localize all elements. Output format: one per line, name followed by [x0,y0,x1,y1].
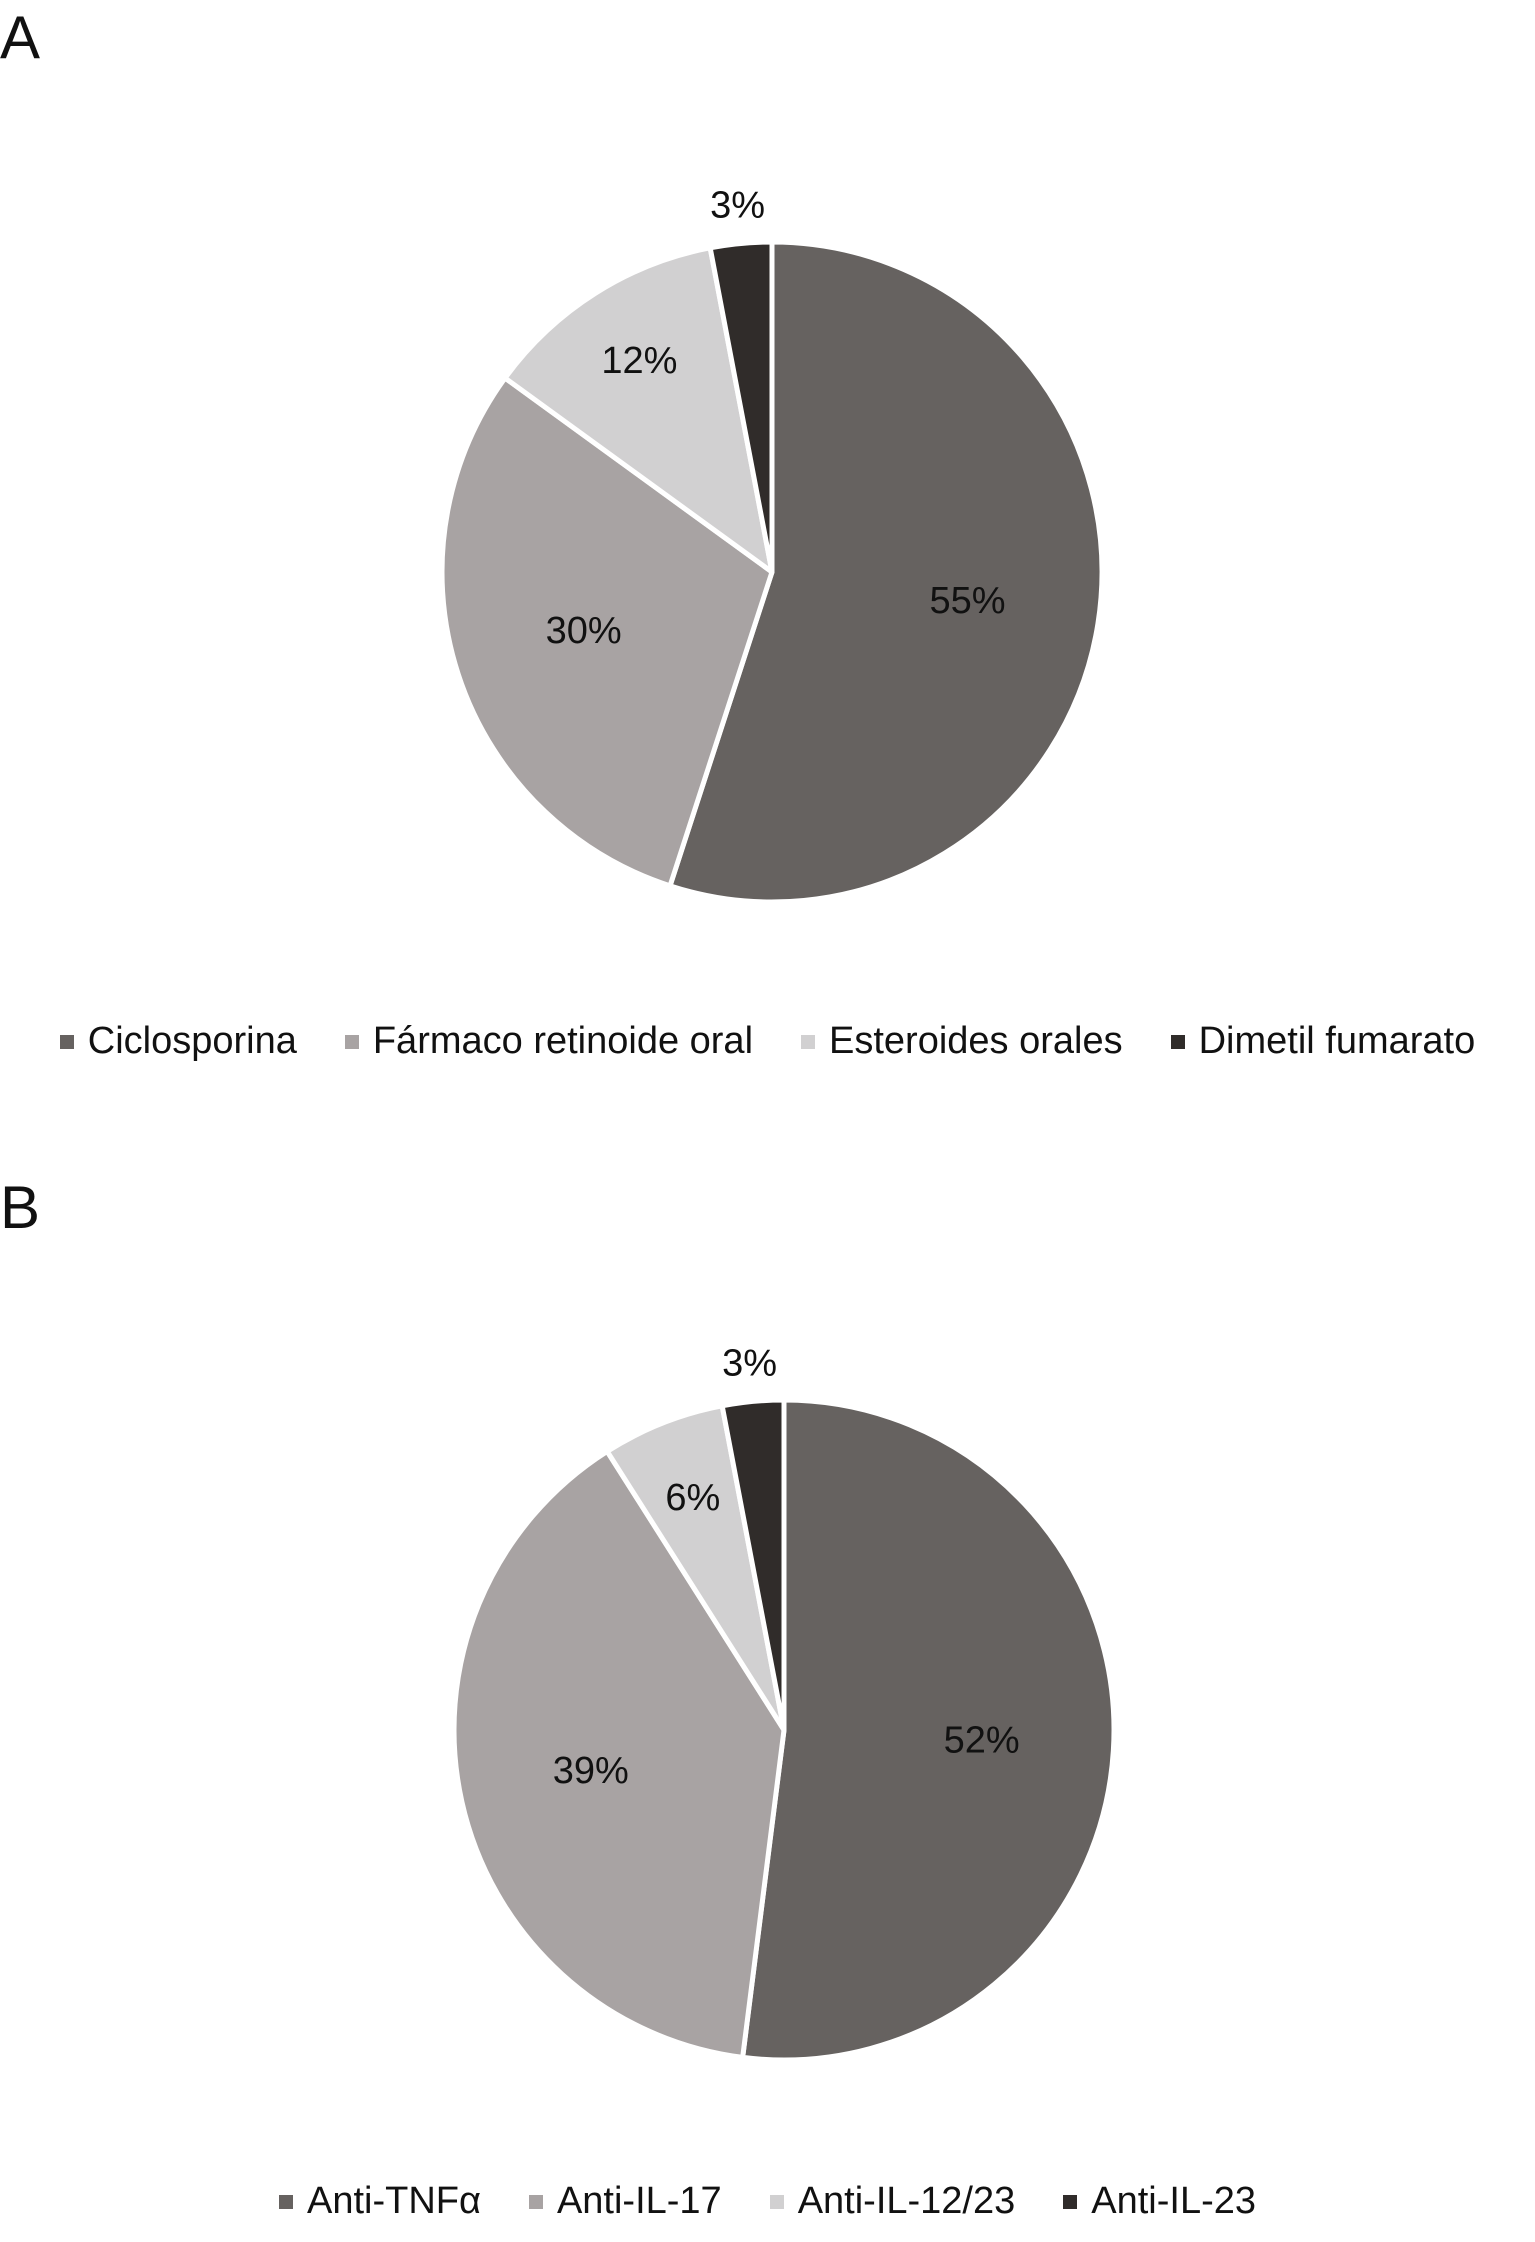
legend-label: Ciclosporina [87,1020,297,1062]
legend-label: Anti-TNFα [306,2180,481,2222]
chart-panel-a: A 55% 30% 12% 3% Ciclosporina Fármaco retino… [0,4,1535,1063]
data-label-anti-il-23: 3% [722,1343,777,1385]
pie-slice-anti-tnf [740,1397,1117,2063]
legend-item-anti-il-23: Anti-IL-23 [1063,2180,1256,2223]
pie-slice-dimetil-fumarato [707,239,775,575]
data-label-anti-il-12-23: 6% [665,1477,720,1519]
legend-item-esteroides-orales: Esteroides orales [801,1020,1123,1063]
legend-item-anti-il-17: Anti-IL-17 [528,2180,722,2223]
legend-item-anti-il-12-23: Anti-IL-12/23 [769,2180,1016,2223]
legend-label: Anti-IL-12/23 [797,2180,1016,2222]
legend-label: Anti-IL-17 [556,2180,722,2222]
data-label-anti-il-17: 39% [553,1750,629,1792]
legend-swatch-icon [1170,1034,1185,1049]
panel-label: B [0,1174,41,1241]
data-label-anti-tnf: 52% [944,1719,1020,1761]
legend-swatch-icon [1063,2194,1078,2209]
data-label-farmaco-retinoide-oral: 30% [546,610,622,652]
legend-label: Esteroides orales [829,1020,1123,1062]
chart-panel-b: B 52% 39% 6% 3% Anti-TNFα Anti-IL-17 Anti-IL-… [0,1170,1535,2242]
legend-item-farmaco-retinoide-oral: Fármaco retinoide oral [344,1020,754,1063]
legend-swatch-icon [344,1034,359,1049]
legend-item-anti-tnf: Anti-TNFα [278,2180,481,2223]
pie-slice-anti-il-23 [719,1397,787,1733]
legend-swatch-icon [801,1034,816,1049]
data-label-ciclosporina: 55% [930,580,1006,622]
pie-chart-b: 52% 39% 6% 3% [451,1343,1117,2063]
pie-chart-a: 55% 30% 12% 3% [439,185,1105,905]
data-label-dimetil-fumarato: 3% [710,185,765,227]
legend-label: Fármaco retinoide oral [372,1020,754,1062]
legend-item-dimetil-fumarato: Dimetil fumarato [1170,1020,1476,1063]
legend-label: Anti-IL-23 [1091,2180,1257,2222]
pie-slice-ciclosporina [667,239,1105,905]
legend-b: Anti-TNFα Anti-IL-17 Anti-IL-12/23 Anti-IL-… [0,2180,1535,2223]
legend-label: Dimetil fumarato [1198,1020,1476,1062]
data-label-esteroides-orales: 12% [601,340,677,382]
pie-slice-esteroides-orales [502,245,775,575]
legend-swatch-icon [278,2194,293,2209]
pie-slice-farmaco-retinoide-oral [439,375,775,889]
legend-swatch-icon [769,2194,784,2209]
panel-label: A [0,4,41,71]
legend-swatch-icon [528,2194,543,2209]
legend-swatch-icon [59,1034,74,1049]
legend-a: Ciclosporina Fármaco retinoide oral Estero… [0,1020,1535,1063]
legend-item-ciclosporina: Ciclosporina [59,1020,297,1063]
